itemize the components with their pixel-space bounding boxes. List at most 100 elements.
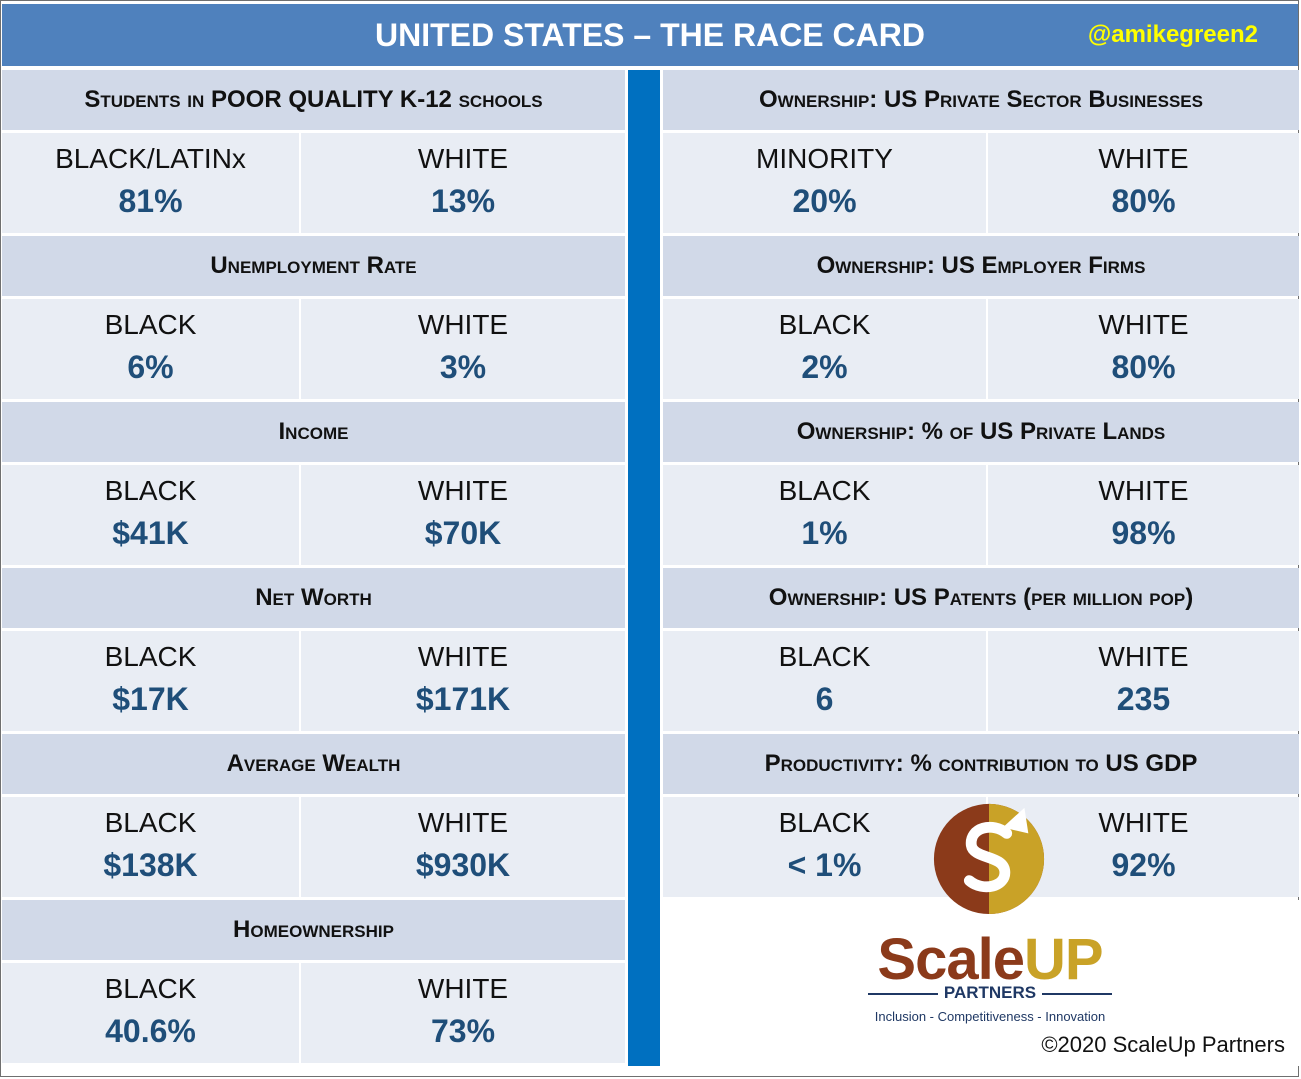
group-value: $17K: [112, 681, 189, 717]
group-label: MINORITY: [756, 143, 893, 174]
page-title: UNITED STATES – THE RACE CARD: [375, 17, 925, 53]
stat-row: BLACK 40.6% WHITE 73%: [2, 963, 625, 1063]
group-label: WHITE: [1098, 641, 1189, 672]
group-value: $70K: [424, 515, 502, 551]
brand-tagline: Inclusion - Competitiveness - Innovation: [874, 1009, 1106, 1024]
group-value: 6%: [127, 349, 174, 385]
section-header: Income: [2, 402, 625, 462]
group-value: 2%: [801, 349, 848, 385]
scaleup-logo-icon: [933, 803, 1045, 915]
section-header: Ownership: US Employer Firms: [663, 236, 1299, 296]
group-label: BLACK: [104, 475, 197, 506]
group-value: 1%: [801, 515, 848, 551]
group-value: 81%: [118, 183, 183, 219]
stat-row: BLACK 1% WHITE 98%: [663, 465, 1299, 565]
group-label: BLACK: [104, 641, 197, 672]
group-label: BLACK: [778, 475, 871, 506]
section-header: Net Worth: [2, 568, 625, 628]
brand-scale: Scale: [877, 927, 1025, 992]
section-header: Ownership: US Private Sector Businesses: [663, 70, 1299, 130]
group-value: $138K: [103, 847, 198, 883]
group-label: WHITE: [417, 143, 509, 174]
group-value: 98%: [1111, 515, 1176, 551]
section-header: Unemployment Rate: [2, 236, 625, 296]
stat-cell-group-a: BLACK 40.6%: [2, 963, 299, 1063]
group-label: WHITE: [417, 807, 509, 838]
group-value: 6: [815, 681, 834, 717]
stat-row: BLACK 6% WHITE 3%: [2, 299, 625, 399]
group-value: 80%: [1111, 349, 1176, 385]
stat-cell-group-a: BLACK 6%: [2, 299, 299, 399]
stat-cell-group-b: WHITE 92%: [986, 797, 1299, 897]
stat-row: BLACK $41K WHITE $70K: [2, 465, 625, 565]
section-header: Ownership: % of US Private Lands: [663, 402, 1299, 462]
stat-cell-group-b: WHITE $930K: [299, 797, 625, 897]
stat-row: MINORITY 20% WHITE 80%: [663, 133, 1299, 233]
logo-area: [663, 900, 1299, 1066]
group-value: $41K: [112, 515, 189, 551]
stat-cell-group-a: BLACK/LATINx 81%: [2, 133, 299, 233]
group-label: WHITE: [417, 475, 509, 506]
group-label: WHITE: [417, 641, 509, 672]
divider-line: [867, 992, 938, 995]
stat-cell-group-b: WHITE $70K: [299, 465, 625, 565]
title-bar: UNITED STATES – THE RACE CARD @amikegree…: [2, 4, 1298, 66]
group-value: $171K: [415, 681, 511, 717]
brand-up: UP: [1024, 927, 1104, 992]
stat-cell-group-b: WHITE $171K: [299, 631, 625, 731]
group-value: 235: [1116, 681, 1171, 717]
stat-cell-group-a: BLACK 6: [663, 631, 986, 731]
group-value: 3%: [439, 349, 487, 385]
group-value: 92%: [1111, 847, 1176, 883]
group-label: WHITE: [1098, 475, 1189, 506]
group-label: BLACK: [778, 641, 871, 672]
group-value: 73%: [430, 1013, 496, 1049]
stat-cell-group-b: WHITE 80%: [986, 133, 1299, 233]
stat-row: BLACK $17K WHITE $171K: [2, 631, 625, 731]
stat-row: BLACK 6 WHITE 235: [663, 631, 1299, 731]
group-label: WHITE: [1098, 807, 1189, 838]
copyright: ©2020 ScaleUp Partners: [1041, 1032, 1285, 1057]
group-label: BLACK: [104, 973, 197, 1004]
stat-cell-group-a: BLACK 1%: [663, 465, 986, 565]
group-value: 40.6%: [105, 1013, 196, 1049]
group-value: 13%: [430, 183, 496, 219]
group-label: BLACK: [778, 309, 871, 340]
stat-cell-group-a: BLACK < 1%: [663, 797, 986, 897]
divider-line: [1042, 992, 1113, 995]
stat-cell-group-b: WHITE 98%: [986, 465, 1299, 565]
group-label: WHITE: [1098, 309, 1189, 340]
stat-cell-group-a: BLACK $17K: [2, 631, 299, 731]
group-label: WHITE: [417, 309, 509, 340]
stat-cell-group-b: WHITE 3%: [299, 299, 625, 399]
group-value: $930K: [415, 847, 511, 883]
stat-cell-group-a: BLACK $138K: [2, 797, 299, 897]
section-header: Productivity: % contribution to US GDP: [663, 734, 1299, 794]
section-header: Homeownership: [2, 900, 625, 960]
group-label: BLACK: [104, 309, 197, 340]
stat-row: BLACK/LATINx 81% WHITE 13%: [2, 133, 625, 233]
stat-cell-group-a: BLACK 2%: [663, 299, 986, 399]
stat-cell-group-b: WHITE 73%: [299, 963, 625, 1063]
stat-cell-group-b: WHITE 13%: [299, 133, 625, 233]
partners-text: PARTNERS: [943, 983, 1037, 1002]
section-header: Average Wealth: [2, 734, 625, 794]
brand-wordmark: ScaleUP: [850, 926, 1130, 993]
stat-cell-group-a: BLACK $41K: [2, 465, 299, 565]
brand-partners: PARTNERS: [850, 983, 1130, 1003]
stat-cell-group-a: MINORITY 20%: [663, 133, 986, 233]
section-header: Ownership: US Patents (per million pop): [663, 568, 1299, 628]
stat-row: BLACK 2% WHITE 80%: [663, 299, 1299, 399]
stat-cell-group-b: WHITE 80%: [986, 299, 1299, 399]
group-label: WHITE: [417, 973, 509, 1004]
stat-row: BLACK $138K WHITE $930K: [2, 797, 625, 897]
group-value: 20%: [792, 183, 857, 219]
stat-cell-group-b: WHITE 235: [986, 631, 1299, 731]
group-label: BLACK: [778, 807, 871, 838]
group-label: BLACK/LATINx: [55, 143, 246, 174]
twitter-handle: @amikegreen2: [1087, 21, 1258, 48]
group-value: < 1%: [787, 847, 862, 883]
section-header: Students in POOR QUALITY K-12 schools: [2, 70, 625, 130]
group-label: BLACK: [104, 807, 197, 838]
group-value: 80%: [1111, 183, 1176, 219]
